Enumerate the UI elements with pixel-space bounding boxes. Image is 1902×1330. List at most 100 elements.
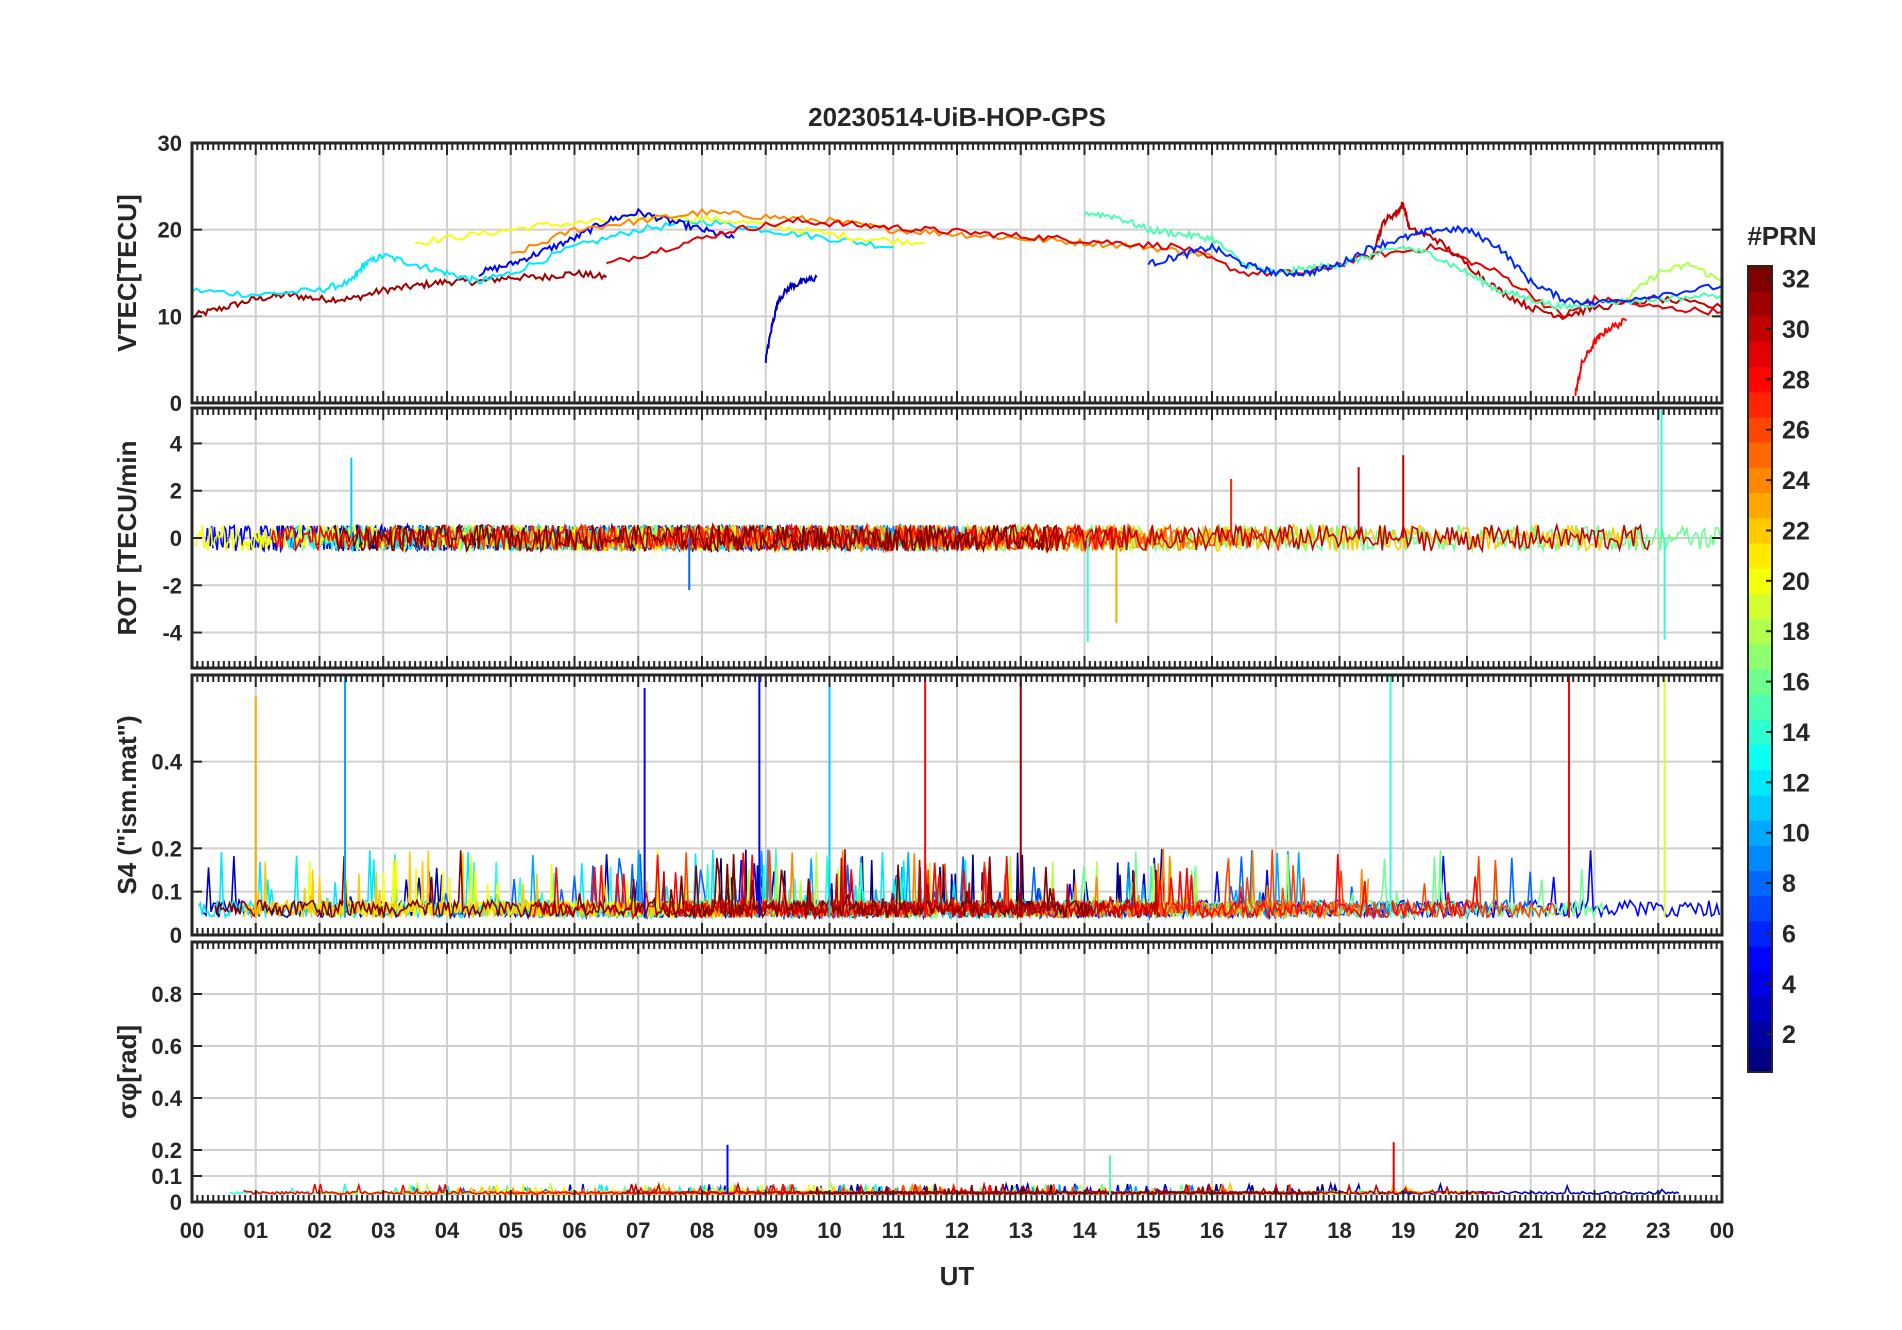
vtec-track-prn-24	[510, 207, 1213, 258]
x-tick-label: 12	[945, 1218, 969, 1243]
y-tick-label-vtec: 30	[158, 131, 182, 156]
vtec-track-prn-6	[1147, 224, 1723, 307]
colorbar-segment	[1748, 492, 1772, 519]
colorbar-tick-label: 20	[1782, 568, 1810, 596]
y-tick-label-sigma_phi: 0.8	[151, 982, 182, 1007]
x-tick-label: 15	[1136, 1218, 1160, 1243]
x-tick-label: 23	[1646, 1218, 1670, 1243]
y-tick-label-sigma_phi: 0.6	[151, 1034, 182, 1059]
vtec-track-prn-5	[478, 207, 735, 277]
y-tick-label-rot: 0	[170, 526, 182, 551]
ticks-vtec	[191, 142, 1723, 404]
ticks-s4	[191, 675, 1723, 936]
panel-sigma_phi: 00.10.2 0.4 0.6 0.8 σφ[rad]	[112, 940, 1724, 1215]
panel-vtec: 0 10 20 30 VTEC[TECU]	[112, 131, 1724, 416]
colorbar-tick-label: 14	[1782, 719, 1810, 747]
y-tick-label-rot: 4	[170, 431, 183, 456]
grid-vtec	[192, 142, 1722, 404]
x-tick-label: 00	[180, 1218, 204, 1243]
colorbar-segment	[1748, 341, 1772, 368]
colorbar-tick-label: 22	[1782, 517, 1810, 545]
colorbar-segment	[1748, 543, 1772, 569]
colorbar-tick-label: 26	[1782, 417, 1810, 445]
y-tick-label-rot: -2	[162, 573, 182, 598]
colorbar-segment	[1748, 391, 1772, 418]
y-tick-label-vtec: 10	[158, 304, 182, 329]
x-tick-label: 11	[882, 1218, 905, 1243]
colorbar-tick-label: 8	[1782, 870, 1796, 898]
y-axis-label-vtec: VTEC[TECU]	[112, 194, 142, 351]
colorbar-tick-label: 2	[1782, 1021, 1796, 1049]
colorbar-tick-label: 30	[1782, 316, 1810, 344]
y-tick-label-sigma_phi: 0	[170, 1190, 182, 1215]
y-tick-label-s4: 0.4	[151, 750, 182, 775]
sigma_phi-trace-prn-28	[243, 1182, 1050, 1196]
x-tick-label: 19	[1391, 1218, 1415, 1243]
series-sigma_phi	[229, 1142, 1680, 1197]
y-axis-label-sigma_phi: σφ[rad]	[112, 1025, 142, 1119]
y-axis-label-rot: ROT [TECU/min	[112, 441, 142, 636]
vtec-track-prn-15	[1083, 210, 1723, 311]
grid-sigma_phi	[192, 942, 1722, 1203]
x-tick-label: 13	[1009, 1218, 1033, 1243]
colorbar-segment	[1748, 593, 1772, 620]
rot-trace-prn-32	[334, 523, 1062, 554]
y-tick-label-s4: 0	[170, 923, 182, 948]
colorbar-tick-label: 32	[1782, 266, 1810, 294]
colorbar-segment	[1748, 291, 1772, 317]
vtec-track-prn-3	[764, 274, 818, 363]
x-tick-label: 00	[1710, 1218, 1734, 1243]
x-tick-label: 04	[435, 1218, 460, 1243]
x-axis-label: UT	[940, 1261, 975, 1291]
colorbar-tick-label: 18	[1782, 618, 1810, 646]
vtec-track-prn-31	[191, 268, 608, 319]
colorbar-segment	[1748, 744, 1772, 771]
colorbar-tick-label: 10	[1782, 820, 1810, 848]
x-tick-label: 22	[1582, 1218, 1606, 1243]
vtec-track-prn-28	[1574, 317, 1628, 396]
y-tick-label-sigma_phi: 0.4	[151, 1086, 182, 1111]
colorbar-tick-label: 24	[1782, 467, 1810, 495]
x-tick-label: 02	[307, 1218, 331, 1243]
colorbar-tick-label: 28	[1782, 366, 1810, 394]
ticks-sigma_phi	[191, 942, 1723, 1203]
colorbar-tick-label: 12	[1782, 769, 1810, 797]
series-vtec	[191, 201, 1723, 396]
colorbar-segment	[1748, 895, 1772, 922]
colorbar-tick-label: 16	[1782, 669, 1810, 697]
x-tick-label: 14	[1072, 1218, 1097, 1243]
x-tick-label: 05	[499, 1218, 523, 1243]
x-tick-label: 07	[626, 1218, 650, 1243]
rot-trace-prn-28	[270, 522, 1129, 553]
colorbar-segment	[1748, 946, 1772, 972]
colorbar-tick-label: 4	[1782, 971, 1796, 999]
panel-rot: -4 -2 0 2 4 ROT [TECU/min	[112, 406, 1724, 670]
y-tick-label-s4: 0.2	[151, 836, 182, 861]
y-tick-label-s4: 0.1	[151, 880, 182, 905]
x-tick-label: 03	[371, 1218, 395, 1243]
x-tick-label: 10	[817, 1218, 841, 1243]
x-tick-label: 01	[244, 1218, 268, 1243]
x-tick-label: 08	[690, 1218, 714, 1243]
colorbar-title: #PRN	[1747, 221, 1816, 251]
x-tick-label: 17	[1264, 1218, 1288, 1243]
y-tick-label-sigma_phi: 0.2	[151, 1138, 182, 1163]
colorbar-segment	[1748, 996, 1772, 1023]
series-s4	[197, 675, 1721, 921]
vtec-track-prn-30	[1370, 201, 1723, 321]
x-tick-label: 16	[1200, 1218, 1224, 1243]
series-rot	[194, 410, 1721, 642]
ticks-rot	[191, 408, 1723, 668]
x-tick-label: 06	[562, 1218, 586, 1243]
colorbar-segment	[1748, 845, 1772, 871]
colorbar-segment	[1748, 1046, 1772, 1073]
colorbar-segment	[1748, 442, 1772, 468]
y-tick-label-rot: 2	[170, 479, 182, 504]
colorbar-segment	[1748, 643, 1772, 670]
x-tick-label: 09	[754, 1218, 778, 1243]
y-tick-label-rot: -4	[162, 621, 182, 646]
vtec-track-prn-29	[606, 216, 1723, 318]
